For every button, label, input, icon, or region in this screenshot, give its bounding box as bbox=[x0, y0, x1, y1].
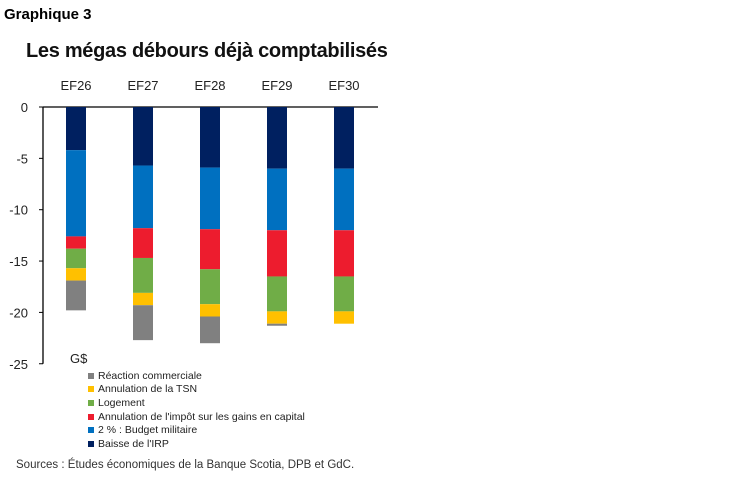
category-label: EF26 bbox=[60, 78, 91, 93]
bar-segment bbox=[267, 230, 287, 277]
legend-item: 2 % : Budget militaire bbox=[88, 423, 305, 437]
bar-segment bbox=[133, 305, 153, 341]
bar-segment bbox=[66, 268, 86, 281]
bar-segment bbox=[200, 229, 220, 270]
category-label: EF28 bbox=[194, 78, 225, 93]
legend-item: Annulation de l'impôt sur les gains en c… bbox=[88, 410, 305, 424]
bar-segment bbox=[66, 248, 86, 269]
bar-segment bbox=[267, 276, 287, 312]
legend-swatch bbox=[88, 372, 94, 379]
category-label: EF27 bbox=[127, 78, 158, 93]
bar-segment bbox=[66, 280, 86, 311]
sources-note: Sources : Études économiques de la Banqu… bbox=[16, 459, 355, 471]
legend-item: Réaction commerciale bbox=[88, 369, 305, 383]
bar-segment bbox=[200, 107, 220, 168]
legend-swatch bbox=[88, 386, 94, 393]
legend: Réaction commerciale Annulation de la TSN… bbox=[88, 369, 305, 451]
bar-segment bbox=[200, 269, 220, 305]
y-tick-label: -10 bbox=[9, 203, 28, 218]
bar-segment bbox=[133, 292, 153, 306]
bar-segment bbox=[334, 276, 354, 312]
legend-label: 2 % : Budget militaire bbox=[98, 424, 198, 437]
legend-item: Annulation de la TSN bbox=[88, 383, 305, 397]
bar-segment bbox=[66, 236, 86, 249]
y-tick-label: -5 bbox=[16, 151, 28, 166]
bar-segment bbox=[334, 311, 354, 324]
legend-swatch bbox=[88, 427, 94, 434]
category-label: EF30 bbox=[328, 78, 359, 93]
y-tick-label: -25 bbox=[9, 357, 28, 372]
bar-segment bbox=[334, 230, 354, 277]
legend-swatch bbox=[88, 440, 94, 447]
bar-segment bbox=[334, 168, 354, 231]
legend-item: Logement bbox=[88, 396, 305, 410]
legend-label: Baisse de l'IRP bbox=[98, 437, 169, 450]
legend-label: Réaction commerciale bbox=[98, 369, 202, 382]
bar-segment bbox=[267, 323, 287, 326]
y-tick-label: 0 bbox=[21, 100, 28, 115]
bar-segment bbox=[133, 107, 153, 166]
legend-label: Annulation de l'impôt sur les gains en c… bbox=[98, 410, 305, 423]
bar-segment bbox=[133, 257, 153, 293]
category-label: EF29 bbox=[261, 78, 292, 93]
bar-segment bbox=[267, 168, 287, 231]
legend-swatch bbox=[88, 399, 94, 406]
bar-segment bbox=[267, 311, 287, 324]
legend-label: Annulation de la TSN bbox=[98, 383, 198, 396]
bar-segment bbox=[66, 107, 86, 151]
unit-label: G$ bbox=[70, 351, 88, 366]
legend-swatch bbox=[88, 413, 94, 420]
y-tick-label: -20 bbox=[9, 305, 28, 320]
chart-title: Les mégas débours déjà comptabilisés bbox=[26, 40, 388, 62]
bar-segment bbox=[267, 107, 287, 169]
bar-segment bbox=[200, 304, 220, 317]
bar-segment bbox=[133, 228, 153, 258]
bar-segment bbox=[334, 107, 354, 169]
figure-label: Graphique 3 bbox=[4, 6, 92, 23]
bar-segment bbox=[200, 316, 220, 344]
legend-item: Baisse de l'IRP bbox=[88, 437, 305, 451]
legend-label: Logement bbox=[98, 396, 145, 409]
bar-segment bbox=[66, 150, 86, 237]
bar-segment bbox=[133, 165, 153, 229]
bar-segment bbox=[200, 167, 220, 230]
y-tick-label: -15 bbox=[9, 254, 28, 269]
